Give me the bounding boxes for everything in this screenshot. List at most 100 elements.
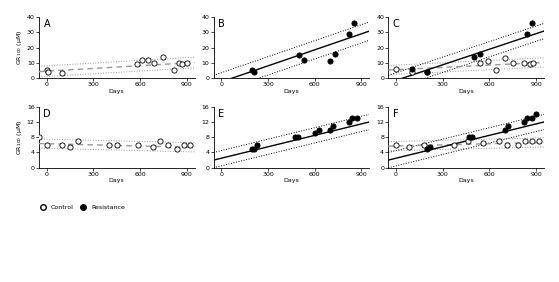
Point (150, 61, 159, 65)
Point (423, 70, 432, 74)
Point (527, 21, 536, 25)
Point (186, 143, 195, 147)
Y-axis label: GR$_{100}$ (μM): GR$_{100}$ (μM) (15, 30, 24, 65)
Point (44, 70, 53, 74)
Point (504, 124, 513, 128)
Point (248, 68, 257, 73)
Point (532, 112, 541, 116)
Point (179, 143, 188, 147)
Point (73, 139, 82, 143)
Point (148, 144, 157, 149)
Text: F: F (393, 109, 399, 118)
Point (527, 116, 536, 120)
Point (407, 67, 416, 71)
Text: B: B (218, 19, 225, 29)
Point (134, 143, 143, 147)
Point (143, 58, 152, 62)
Point (42, 68, 51, 73)
Text: A: A (44, 19, 50, 29)
Point (527, 139, 536, 143)
Point (164, 143, 173, 147)
Point (253, 143, 262, 147)
Text: D: D (44, 109, 51, 118)
Y-axis label: GR$_{100}$ (μM): GR$_{100}$ (μM) (15, 120, 24, 155)
Point (344, 32, 353, 36)
Point (348, 116, 357, 120)
Point (170, 68, 179, 73)
Point (529, 61, 538, 65)
Point (501, 56, 510, 60)
Point (178, 62, 187, 67)
Point (404, 144, 413, 149)
Point (352, 116, 361, 120)
Point (300, 58, 309, 62)
Point (329, 124, 338, 128)
Point (326, 59, 335, 63)
Point (58, 71, 67, 76)
Point (137, 58, 146, 62)
Point (248, 146, 257, 151)
Point (174, 61, 183, 65)
Point (463, 139, 472, 143)
Point (315, 127, 324, 132)
Point (484, 59, 492, 63)
X-axis label: Days: Days (109, 178, 125, 183)
Point (249, 146, 258, 151)
Point (34, 135, 43, 140)
Point (293, 135, 302, 140)
Point (42, 143, 51, 147)
Point (65, 144, 74, 149)
Point (535, 139, 544, 143)
Point (330, 51, 339, 56)
Point (523, 116, 532, 120)
Point (423, 70, 432, 74)
Point (425, 144, 434, 149)
Point (519, 120, 528, 124)
Point (449, 143, 458, 147)
X-axis label: Days: Days (109, 89, 125, 94)
Point (465, 135, 473, 140)
Point (513, 143, 522, 147)
Point (58, 143, 67, 147)
Point (523, 32, 532, 36)
Point (470, 54, 479, 59)
X-axis label: Days: Days (458, 178, 474, 183)
Point (132, 62, 141, 67)
Point (491, 68, 500, 73)
Point (391, 143, 400, 147)
Legend: Control, Resistance: Control, Resistance (34, 202, 128, 212)
Point (112, 143, 121, 147)
X-axis label: Days: Days (283, 89, 299, 94)
Point (290, 135, 299, 140)
Point (105, 143, 113, 147)
Point (344, 120, 353, 124)
Text: C: C (393, 19, 400, 29)
Point (476, 51, 485, 56)
Point (310, 131, 319, 136)
Point (423, 146, 432, 151)
Point (249, 70, 258, 74)
Point (407, 70, 416, 74)
Point (519, 61, 528, 65)
X-axis label: Days: Days (283, 178, 299, 183)
Point (525, 62, 534, 67)
Point (182, 61, 191, 65)
Point (391, 67, 400, 71)
Point (159, 54, 168, 59)
Point (508, 61, 517, 65)
Text: E: E (218, 109, 224, 118)
Point (156, 139, 165, 143)
Point (502, 143, 511, 147)
Point (173, 146, 182, 151)
X-axis label: Days: Days (458, 89, 474, 94)
Point (420, 143, 429, 147)
Point (476, 61, 485, 65)
Point (479, 141, 488, 145)
Point (326, 127, 335, 132)
Point (501, 127, 510, 132)
Point (494, 139, 503, 143)
Point (349, 21, 358, 25)
Point (468, 135, 477, 140)
Point (521, 139, 530, 143)
Point (295, 53, 304, 58)
